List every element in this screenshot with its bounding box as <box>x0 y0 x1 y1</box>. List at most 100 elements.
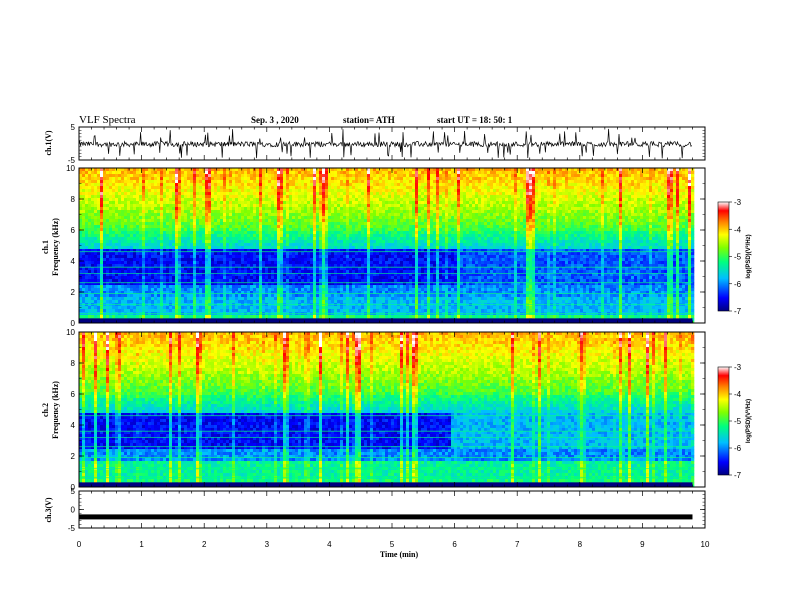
spectrogram-cell <box>313 189 317 193</box>
spectrogram-cell <box>355 243 359 247</box>
spectrogram-cell <box>253 273 257 277</box>
spectrogram-cell <box>193 204 197 208</box>
spectrogram-cell <box>235 210 239 214</box>
spectrogram-cell <box>187 267 191 271</box>
spectrogram-cell <box>97 252 101 256</box>
spectrogram-cell <box>340 231 344 235</box>
spectrogram-cell <box>133 240 137 244</box>
spectrogram-cell <box>229 240 233 244</box>
spectrogram-cell <box>223 171 227 175</box>
spectrogram-cell <box>211 192 215 196</box>
spectrogram-cell <box>202 177 206 181</box>
spectrogram-cell <box>223 225 227 229</box>
spectrogram-cell <box>214 264 218 268</box>
spectrogram-cell <box>232 192 236 196</box>
spectrogram-cell <box>112 276 116 280</box>
spectrogram-cell <box>256 183 260 187</box>
spectrogram-cell <box>259 222 263 226</box>
spectrogram-cell <box>289 228 293 232</box>
spectrogram-cell <box>124 237 128 241</box>
spectrogram-cell <box>154 249 158 253</box>
spectrogram-cell <box>190 288 194 292</box>
spectrogram-cell <box>322 276 326 280</box>
spectrogram-cell <box>226 276 230 280</box>
spectrogram-cell <box>244 222 248 226</box>
spectrogram-cell <box>262 315 266 319</box>
spectrogram-cell <box>295 192 299 196</box>
spectrogram-cell <box>289 174 293 178</box>
spectrogram-cell <box>154 174 158 178</box>
spectrogram-cell <box>232 240 236 244</box>
spectrogram-cell <box>184 186 188 190</box>
spectrogram-cell <box>142 192 146 196</box>
spectrogram-cell <box>148 315 152 319</box>
spectrogram-cell <box>202 231 206 235</box>
spectrogram-cell <box>88 240 92 244</box>
spectrogram-cell <box>232 207 236 211</box>
spectrogram-cell <box>310 222 314 226</box>
spectrogram-cell <box>118 252 122 256</box>
spectrogram-cell <box>160 198 164 202</box>
spectrogram-cell <box>247 177 251 181</box>
spectrogram-cell <box>271 192 275 196</box>
spectrogram-cell <box>112 291 116 295</box>
spectrogram-cell <box>244 189 248 193</box>
spectrogram-cell <box>325 228 329 232</box>
spectrogram-cell <box>97 183 101 187</box>
spectrogram-cell <box>163 225 167 229</box>
spectrogram-cell <box>193 294 197 298</box>
spectrogram-cell <box>217 180 221 184</box>
spectrogram-cell <box>85 183 89 187</box>
spectrogram-cell <box>304 192 308 196</box>
spectrogram-cell <box>271 237 275 241</box>
spectrogram-cell <box>130 174 134 178</box>
spectrogram-cell <box>196 255 200 259</box>
spectrogram-cell <box>346 246 350 250</box>
spectrogram-cell <box>214 204 218 208</box>
spectrogram-cell <box>250 306 254 310</box>
spectrogram-cell <box>82 267 86 271</box>
spectrogram-cell <box>298 168 302 172</box>
spectrogram-cell <box>301 168 305 172</box>
spectrogram-cell <box>247 210 251 214</box>
spectrogram-cell <box>253 237 257 241</box>
spectrogram-cell <box>298 231 302 235</box>
spectrogram-cell <box>316 213 320 217</box>
spectrogram-cell <box>220 198 224 202</box>
spectrogram-cell <box>322 300 326 304</box>
spectrogram-cell <box>151 243 155 247</box>
spectrogram-cell <box>199 207 203 211</box>
spectrogram-cell <box>214 225 218 229</box>
spectrogram-cell <box>103 228 107 232</box>
y-tick-label: 5 <box>71 123 76 132</box>
spectrogram-cell <box>256 261 260 265</box>
spectrogram-cell <box>328 291 332 295</box>
spectrogram-cell <box>166 207 170 211</box>
spectrogram-cell <box>133 261 137 265</box>
spectrogram-cell <box>259 285 263 289</box>
spectrogram-cell <box>130 255 134 259</box>
spectrogram-cell <box>247 198 251 202</box>
spectrogram-cell <box>160 174 164 178</box>
spectrogram-cell <box>193 213 197 217</box>
spectrogram-cell <box>181 261 185 265</box>
spectrogram-cell <box>211 240 215 244</box>
spectrogram-cell <box>214 252 218 256</box>
spectrogram-cell <box>310 201 314 205</box>
spectrogram-cell <box>106 177 110 181</box>
spectrogram-cell <box>151 171 155 175</box>
spectrogram-cell <box>202 264 206 268</box>
spectrogram-cell <box>310 267 314 271</box>
spectrogram-cell <box>337 279 341 283</box>
spectrogram-cell <box>109 306 113 310</box>
spectrogram-cell <box>343 189 347 193</box>
spectrogram-cell <box>310 306 314 310</box>
spectrogram-cell <box>121 243 125 247</box>
spectrogram-cell <box>88 300 92 304</box>
spectrogram-cell <box>187 285 191 289</box>
spectrogram-cell <box>139 210 143 214</box>
spectrogram-cell <box>163 294 167 298</box>
spectrogram-cell <box>205 267 209 271</box>
spectrogram-cell <box>88 201 92 205</box>
spectrogram-cell <box>169 306 173 310</box>
